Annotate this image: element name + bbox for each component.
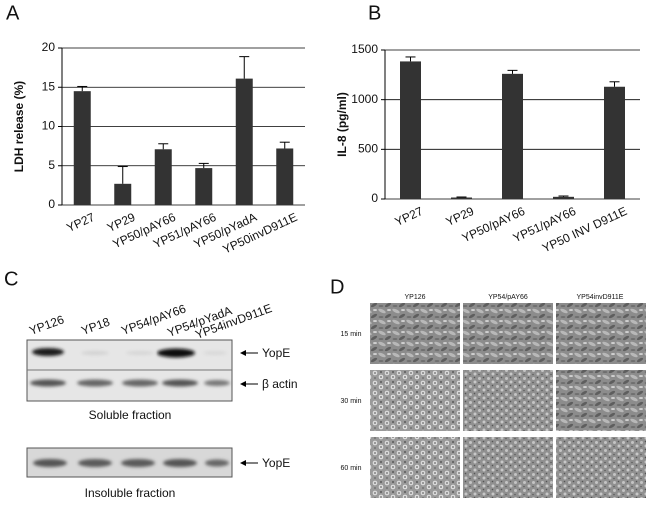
- lane-label: YP126: [27, 312, 66, 338]
- micrograph: [463, 370, 553, 431]
- bands: [30, 348, 230, 387]
- insoluble-blot: [26, 447, 233, 478]
- x-tick-label: YP27: [64, 210, 97, 235]
- micrograph: [556, 437, 646, 498]
- panel-label: B: [368, 2, 381, 24]
- y-tick-label: 10: [42, 119, 56, 133]
- band: [204, 380, 230, 386]
- band: [205, 459, 229, 467]
- bar: [502, 73, 523, 199]
- y-tick-label: 0: [371, 191, 378, 205]
- y-tick-label: 1000: [351, 92, 378, 106]
- band: [77, 379, 113, 387]
- x-tick-label: YP27: [393, 204, 426, 229]
- bar: [400, 61, 421, 199]
- caption: Soluble fraction: [89, 408, 172, 422]
- panel-label: A: [6, 2, 20, 24]
- lane-labels: YP126 YP18 YP54/pAY66 YP54/pYadA YP54inv…: [27, 301, 273, 342]
- bar: [114, 183, 132, 205]
- bar: [451, 197, 472, 199]
- soluble-blot: [26, 339, 233, 402]
- y-axis-label: IL-8 (pg/ml): [335, 92, 349, 157]
- micrograph: [370, 370, 460, 431]
- bar: [154, 149, 172, 205]
- x-tick-label: YP29: [444, 204, 477, 229]
- y-tick-label: 500: [358, 142, 378, 156]
- micrograph-grid: [370, 303, 646, 498]
- panel-label: D: [330, 276, 344, 298]
- y-tick-label: 1500: [351, 42, 378, 56]
- band: [122, 379, 158, 387]
- row-label: 60 min: [340, 465, 361, 472]
- y-tick-label: 5: [48, 158, 55, 172]
- band: [78, 459, 112, 467]
- band: [126, 351, 154, 355]
- band: [163, 459, 197, 467]
- band-label: YopE: [262, 346, 290, 360]
- y-tick-label: 20: [42, 40, 56, 54]
- arrow-head: [240, 460, 246, 466]
- column-label: YP54/pAY66: [488, 294, 528, 301]
- bar: [235, 78, 253, 205]
- caption: Insoluble fraction: [85, 486, 176, 500]
- band: [33, 459, 67, 467]
- bar: [195, 168, 213, 205]
- bar: [73, 91, 91, 205]
- micrograph: [463, 437, 553, 498]
- lane-label: YP18: [79, 314, 112, 337]
- band: [203, 351, 227, 355]
- micrograph: [556, 303, 646, 364]
- bar: [276, 148, 294, 205]
- micrograph: [463, 303, 553, 364]
- band: [162, 379, 198, 387]
- arrow-head: [240, 381, 246, 387]
- y-axis-label: LDH release (%): [12, 81, 26, 172]
- arrow-head: [240, 350, 246, 356]
- row-label: 15 min: [340, 331, 361, 338]
- band: [81, 351, 109, 355]
- band-label: YopE: [262, 456, 290, 470]
- micrograph: [370, 437, 460, 498]
- column-label: YP54invD911E: [577, 294, 624, 301]
- y-tick-label: 15: [42, 79, 56, 93]
- y-tick-label: 0: [48, 197, 55, 211]
- band: [157, 348, 195, 358]
- band: [32, 348, 64, 356]
- column-label: YP126: [404, 294, 425, 301]
- band-label: β actin: [262, 377, 298, 391]
- bands: [33, 459, 229, 467]
- bar: [553, 196, 574, 199]
- micrograph: [556, 370, 646, 431]
- micrograph: [370, 303, 460, 364]
- bar: [604, 86, 625, 199]
- panel-label: C: [4, 268, 18, 290]
- band: [30, 379, 66, 387]
- row-label: 30 min: [340, 398, 361, 405]
- band: [121, 459, 155, 467]
